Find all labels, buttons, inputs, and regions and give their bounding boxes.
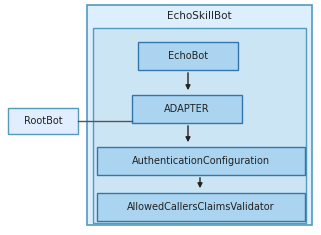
Bar xyxy=(132,95,242,123)
Text: AuthenticationConfiguration: AuthenticationConfiguration xyxy=(132,156,270,166)
Bar xyxy=(138,42,238,70)
Bar xyxy=(8,108,78,134)
Text: EchoSkillBot: EchoSkillBot xyxy=(167,11,232,21)
Text: AllowedCallersClaimsValidator: AllowedCallersClaimsValidator xyxy=(127,202,275,212)
Text: EchoBot: EchoBot xyxy=(168,51,208,61)
Bar xyxy=(97,147,305,175)
Bar xyxy=(93,28,306,223)
Bar xyxy=(87,5,312,225)
Text: RootBot: RootBot xyxy=(24,116,62,126)
Text: ADAPTER: ADAPTER xyxy=(164,104,210,114)
Bar xyxy=(97,193,305,221)
